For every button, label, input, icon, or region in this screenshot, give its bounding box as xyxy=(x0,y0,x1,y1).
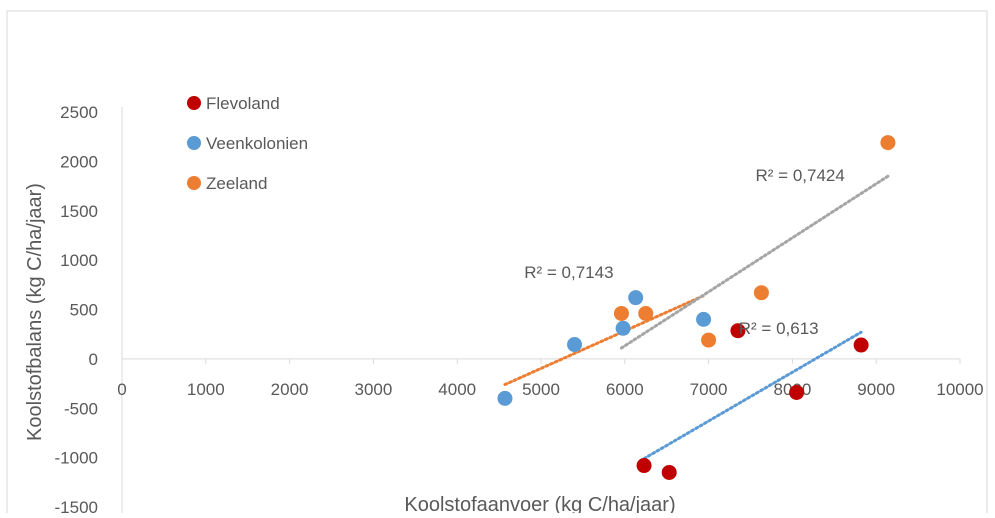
x-tick-label: 10000 xyxy=(936,380,983,399)
data-point-veenkolonien xyxy=(628,290,644,306)
y-tick-label: -1500 xyxy=(55,498,98,513)
data-points xyxy=(497,135,896,480)
trendline xyxy=(642,330,863,461)
legend-marker xyxy=(187,96,201,110)
x-tick-label: 7000 xyxy=(690,380,728,399)
data-point-veenkolonien xyxy=(696,311,712,327)
x-tick-label: 4000 xyxy=(438,380,476,399)
data-point-zeeland xyxy=(638,305,654,321)
data-point-zeeland xyxy=(880,135,896,151)
y-tick-label: 1000 xyxy=(60,251,98,270)
annotations: R² = 0,7143 R² = 0,7424 R² = 0,613 xyxy=(524,166,845,338)
y-tick-label: 2500 xyxy=(60,103,98,122)
x-tick-label: 5000 xyxy=(522,380,560,399)
r-squared-label: R² = 0,613 xyxy=(739,319,819,338)
y-tick-label: 500 xyxy=(70,301,98,320)
legend-label: Zeeland xyxy=(206,174,267,193)
x-tick-label: 1000 xyxy=(187,380,225,399)
y-tick-label: 2000 xyxy=(60,152,98,171)
y-tick-label: -1000 xyxy=(55,449,98,468)
legend-marker xyxy=(187,176,201,190)
y-tick-label: 1500 xyxy=(60,202,98,221)
legend-label: Veenkolonien xyxy=(206,134,308,153)
trendline xyxy=(503,294,706,387)
data-point-zeeland xyxy=(613,305,629,321)
r-squared-label: R² = 0,7424 xyxy=(756,166,845,185)
x-tick-label: 0 xyxy=(117,380,126,399)
data-point-veenkolonien xyxy=(497,390,513,406)
trendline xyxy=(619,174,890,350)
data-point-flevoland xyxy=(789,384,805,400)
data-point-flevoland xyxy=(661,464,677,480)
x-tick-label: 3000 xyxy=(354,380,392,399)
data-point-veenkolonien xyxy=(615,320,631,336)
data-point-veenkolonien xyxy=(567,337,583,353)
legend-marker xyxy=(187,136,201,150)
r-squared-label: R² = 0,7143 xyxy=(524,263,613,282)
data-point-zeeland xyxy=(701,332,717,348)
data-point-flevoland xyxy=(636,458,652,474)
x-tick-label: 9000 xyxy=(857,380,895,399)
data-point-zeeland xyxy=(753,285,769,301)
trendlines xyxy=(503,174,890,461)
x-tick-label: 2000 xyxy=(271,380,309,399)
y-axis-title: Koolstofbalans (kg C/ha/jaar) xyxy=(24,183,46,441)
data-point-flevoland xyxy=(730,323,746,339)
x-tick-label: 6000 xyxy=(606,380,644,399)
y-tick-label: 0 xyxy=(89,350,98,369)
data-point-flevoland xyxy=(853,337,869,353)
y-tick-label: -500 xyxy=(64,399,98,418)
legend: Flevoland Veenkolonien Zeeland xyxy=(187,94,308,193)
x-axis-title: Koolstofaanvoer (kg C/ha/jaar) xyxy=(404,494,675,513)
chart-border xyxy=(6,10,988,518)
legend-label: Flevoland xyxy=(206,94,280,113)
